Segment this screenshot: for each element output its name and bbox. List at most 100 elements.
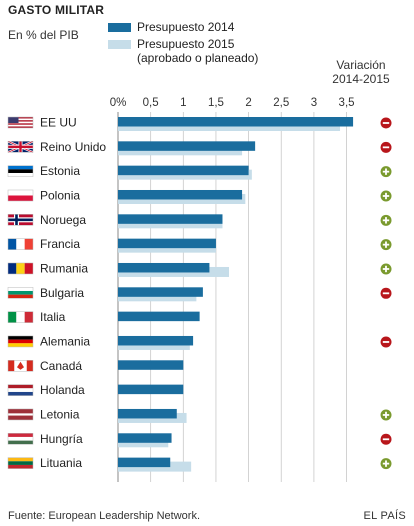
tick-label-3: 1,5: [208, 97, 224, 109]
bulgaria-flag-part: [7, 287, 34, 299]
bar-2014-2: [118, 165, 249, 176]
legend-label-2015-line1: Presupuesto 2015: [137, 37, 235, 51]
romania-flag-icon: [7, 262, 34, 275]
source-note: Fuente: European Leadership Network.: [8, 510, 201, 522]
italy-flag-icon: [7, 311, 34, 323]
category-label-10: Canadá: [40, 359, 82, 373]
hungary-flag-part: [8, 433, 33, 437]
indicator-bar-h-9: [382, 341, 390, 343]
variation-header: Variación 2014-2015: [316, 58, 406, 86]
indicator-bar-h-7: [382, 292, 390, 295]
variation-years: 2014-2015: [332, 72, 390, 86]
bar-2014-6: [118, 262, 210, 273]
indicator-bar-v-12: [385, 411, 387, 419]
bulgaria-flag-part: [8, 294, 33, 299]
hungary-flag-part: [7, 433, 34, 445]
canada-flag-part: [7, 360, 34, 372]
hungary-flag-part: [8, 436, 33, 441]
germany-flag-part: [7, 335, 34, 348]
tick-label-1: 0,5: [143, 97, 159, 109]
italy-flag-part: [7, 311, 34, 323]
legend-swatch-2015: [108, 40, 131, 49]
category-label-7: Bulgaria: [40, 286, 84, 300]
us-flag-part: [8, 117, 19, 124]
bar-2014-11: [118, 384, 184, 395]
tick-label-5: 2,5: [273, 97, 289, 109]
us-flag-part: [8, 121, 33, 124]
bulgaria-flag-part: [8, 290, 33, 295]
us-flag-part: [8, 117, 33, 119]
poland-flag-icon: [7, 189, 34, 202]
us-flag-part: [8, 126, 33, 128]
bar-2014-1: [118, 141, 256, 151]
canada-flag-part: [17, 361, 24, 370]
romania-flag-part: [16, 262, 25, 274]
estonia-flag-icon: [7, 165, 34, 177]
france-flag-part: [24, 238, 33, 250]
legend-label-2015: Presupuesto 2015 (aprobado o planeado): [137, 37, 258, 65]
bulgaria-flag-part: [8, 287, 33, 291]
uk-flag-part: [7, 141, 34, 153]
lithuania-flag-part: [7, 457, 34, 469]
tick-label-6: 3: [311, 97, 317, 109]
legend-item-2014: Presupuesto 2014: [108, 20, 258, 34]
uk-flag-part: [8, 145, 33, 149]
canada-flag-part: [26, 360, 33, 372]
tick-label-7: 3,5: [339, 97, 355, 109]
poland-flag-part: [8, 195, 33, 201]
germany-flag-part: [8, 343, 33, 347]
romania-flag-part: [24, 262, 33, 274]
us-flag-icon: [7, 116, 34, 129]
netherlands-flag-part: [8, 391, 33, 396]
estonia-flag-part: [8, 172, 33, 177]
category-label-2: Estonia: [40, 164, 80, 178]
category-label-9: Alemania: [40, 334, 90, 348]
chart-subtitle: En % del PIB: [8, 28, 79, 42]
category-label-12: Letonia: [40, 407, 80, 421]
category-label-4: Noruega: [40, 213, 86, 227]
bar-2014-7: [118, 287, 203, 297]
tick-label-0: 0%: [110, 97, 127, 109]
legend-label-2014: Presupuesto 2014: [137, 20, 235, 34]
category-label-5: Francia: [40, 237, 80, 251]
netherlands-flag-icon: [7, 384, 34, 396]
indicator-bar-h-1: [382, 146, 390, 149]
uk-flag-icon: [7, 140, 34, 154]
canada-flag-part: [8, 360, 15, 372]
latvia-flag-part: [8, 413, 33, 416]
italy-flag-part: [8, 311, 17, 323]
legend-label-2015-line2: (aprobado o planeado): [137, 51, 259, 65]
indicator-bar-v-5: [385, 241, 387, 248]
legend: Presupuesto 2014 Presupuesto 2015 (aprob…: [108, 20, 258, 68]
tick-label-4: 2: [245, 97, 251, 109]
category-label-3: Polonia: [40, 188, 80, 202]
brand-logo: EL PAÍS: [363, 510, 406, 522]
italy-flag-part: [16, 311, 25, 323]
indicator-bar-v-4: [385, 217, 387, 224]
germany-flag-icon: [7, 335, 34, 348]
poland-flag-part: [7, 189, 34, 202]
indicator-bar-h-13: [382, 438, 390, 441]
category-label-8: Italia: [40, 310, 66, 324]
bar-2014-5: [118, 238, 216, 249]
netherlands-flag-part: [7, 384, 34, 396]
chart-title: GASTO MILITAR: [8, 3, 105, 17]
category-label-6: Rumania: [40, 261, 88, 275]
bar-2014-10: [118, 360, 184, 370]
latvia-flag-part: [7, 408, 34, 421]
italy-flag-part: [24, 311, 33, 323]
norway-flag-part: [7, 214, 34, 226]
france-flag-part: [8, 238, 17, 250]
romania-flag-part: [8, 262, 17, 274]
latvia-flag-icon: [7, 408, 34, 421]
bar-2014-12: [118, 408, 177, 419]
category-label-13: Hungría: [40, 432, 83, 446]
estonia-flag-part: [8, 169, 33, 173]
germany-flag-part: [8, 335, 33, 340]
lithuania-flag-icon: [7, 457, 34, 469]
bar-2014-4: [118, 214, 223, 224]
indicator-bar-v-2: [385, 168, 387, 175]
poland-flag-part: [8, 189, 33, 196]
variation-label: Variación: [336, 58, 386, 72]
